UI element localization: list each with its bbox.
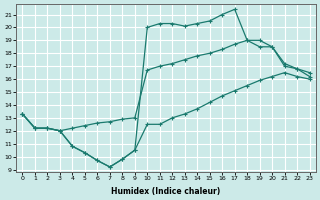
X-axis label: Humidex (Indice chaleur): Humidex (Indice chaleur) [111,187,221,196]
